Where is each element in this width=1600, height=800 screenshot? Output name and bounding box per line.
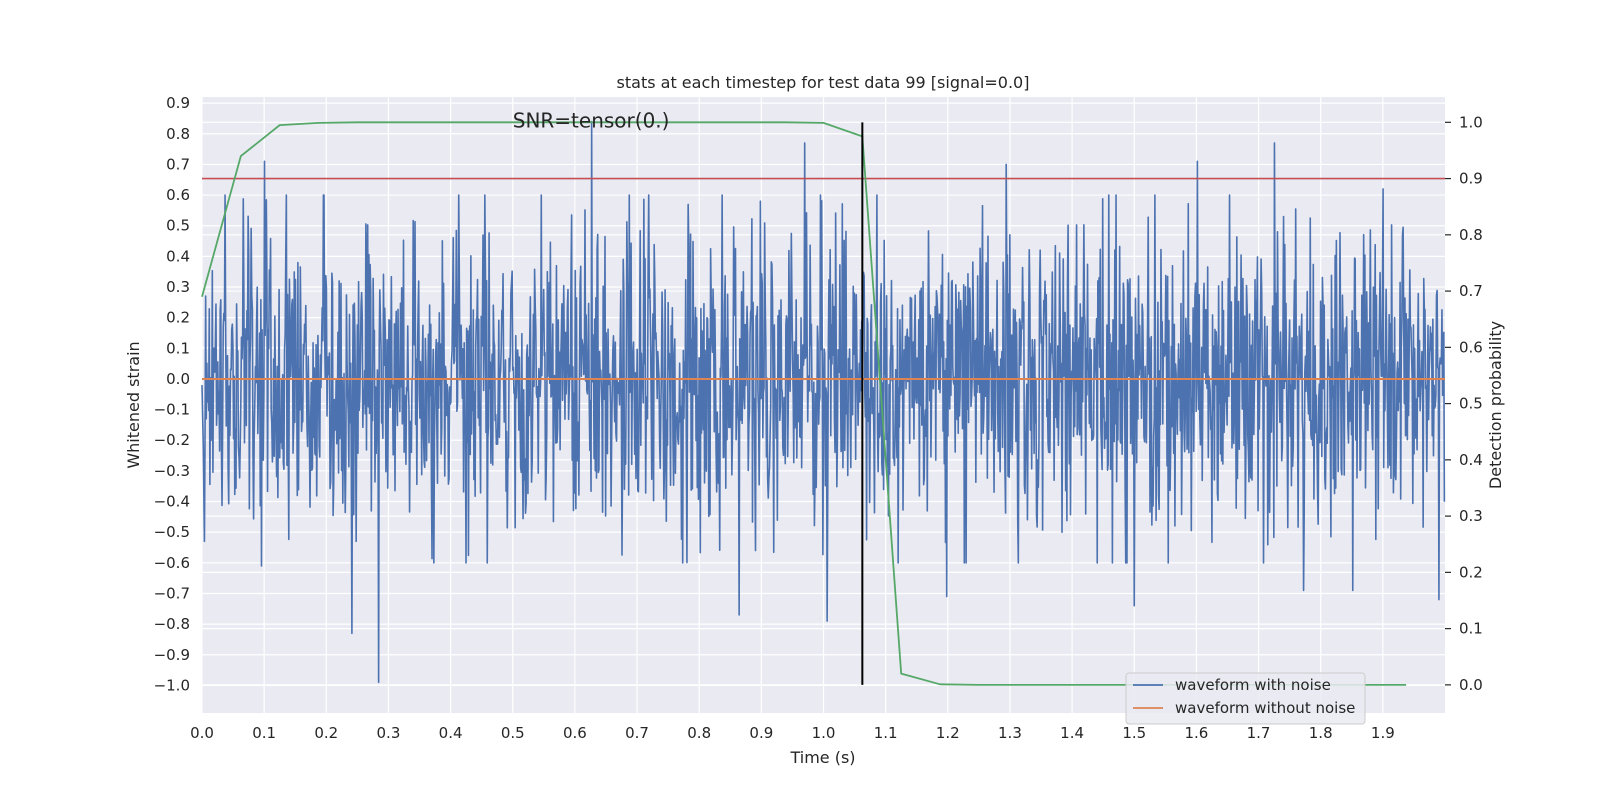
x-tick-label: 1.0 xyxy=(812,724,836,742)
y-tick-label: −0.1 xyxy=(154,401,190,419)
x-tick-label: 1.1 xyxy=(874,724,898,742)
x-tick-label: 0.1 xyxy=(252,724,276,742)
y-tick-label: −0.4 xyxy=(154,493,190,511)
y-right-tick-label: 0.1 xyxy=(1459,620,1483,638)
x-tick-label: 1.4 xyxy=(1060,724,1084,742)
y-axis-right-ticks: 1.0 0.9 0.8 0.7 0.6 0.5 0.4 0.3 0.2 0.1 0.0 xyxy=(1445,113,1483,694)
x-tick-label: 1.9 xyxy=(1371,724,1395,742)
y-right-tick-label: 0.0 xyxy=(1459,676,1483,694)
y-right-tick-label: 0.7 xyxy=(1459,282,1483,300)
y-tick-label: −0.5 xyxy=(154,523,190,541)
y-tick-label: −0.8 xyxy=(154,615,190,633)
y-tick-label: 0.3 xyxy=(166,278,190,296)
y-right-tick-label: 0.8 xyxy=(1459,226,1483,244)
x-tick-label: 0.5 xyxy=(501,724,525,742)
legend-label-noise: waveform with noise xyxy=(1175,676,1331,694)
y-axis-left-ticks: 0.9 0.8 0.7 0.6 0.5 0.4 0.3 0.2 0.1 0.0 −0.1 −0.2 −0… xyxy=(154,94,190,694)
y-tick-label: 0.6 xyxy=(166,186,190,204)
y-tick-label: 0.4 xyxy=(166,247,190,265)
y-tick-label: −0.9 xyxy=(154,646,190,664)
y-right-tick-label: 0.2 xyxy=(1459,563,1483,581)
y-right-tick-label: 0.9 xyxy=(1459,170,1483,188)
y-axis-right-label: Detection probability xyxy=(1486,321,1505,489)
y-right-tick-label: 1.0 xyxy=(1459,113,1483,131)
x-tick-label: 1.5 xyxy=(1122,724,1146,742)
snr-annotation: SNR=tensor(0.) xyxy=(513,109,670,133)
legend-box xyxy=(1125,672,1366,725)
y-tick-label: −0.6 xyxy=(154,554,190,572)
y-right-tick-label: 0.6 xyxy=(1459,338,1483,356)
legend: waveform with noise waveform without noi… xyxy=(1125,672,1366,725)
y-tick-label: −0.7 xyxy=(154,584,190,602)
x-tick-label: 0.2 xyxy=(314,724,338,742)
y-right-tick-label: 0.4 xyxy=(1459,451,1483,469)
y-tick-label: 0.1 xyxy=(166,339,190,357)
x-tick-label: 0.6 xyxy=(563,724,587,742)
x-tick-label: 1.7 xyxy=(1247,724,1271,742)
series-layer xyxy=(201,120,1446,686)
y-tick-label: 0.9 xyxy=(166,94,190,112)
y-tick-label: 0.5 xyxy=(166,217,190,235)
x-tick-label: 0.4 xyxy=(439,724,463,742)
x-tick-label: 0.3 xyxy=(377,724,401,742)
x-tick-label: 1.2 xyxy=(936,724,960,742)
x-tick-label: 0.8 xyxy=(687,724,711,742)
y-tick-label: 0.8 xyxy=(166,125,190,143)
y-axis-label: Whitened strain xyxy=(124,341,143,468)
x-tick-label: 0.9 xyxy=(749,724,773,742)
y-tick-label: −0.2 xyxy=(154,431,190,449)
noise-waveform-line xyxy=(201,120,1446,684)
x-tick-label: 1.3 xyxy=(998,724,1022,742)
y-right-tick-label: 0.5 xyxy=(1459,395,1483,413)
x-tick-label: 1.8 xyxy=(1309,724,1333,742)
y-right-tick-label: 0.3 xyxy=(1459,507,1483,525)
y-tick-label: −0.3 xyxy=(154,462,190,480)
y-tick-label: −1.0 xyxy=(154,676,190,694)
legend-label-clean: waveform without noise xyxy=(1175,699,1355,717)
x-axis-label: Time (s) xyxy=(789,748,855,767)
x-tick-label: 0.7 xyxy=(625,724,649,742)
y-tick-label: 0.7 xyxy=(166,155,190,173)
x-tick-label: 0.0 xyxy=(190,724,214,742)
x-axis-ticks: 0.0 0.1 0.2 0.3 0.4 0.5 0.6 0.7 0.8 0.9 1.0 1.1 1.2 1… xyxy=(190,724,1395,742)
y-tick-label: 0.2 xyxy=(166,309,190,327)
y-tick-label: 0.0 xyxy=(166,370,190,388)
chart-title: stats at each timestep for test data 99 … xyxy=(617,73,1030,92)
x-tick-label: 1.6 xyxy=(1184,724,1208,742)
